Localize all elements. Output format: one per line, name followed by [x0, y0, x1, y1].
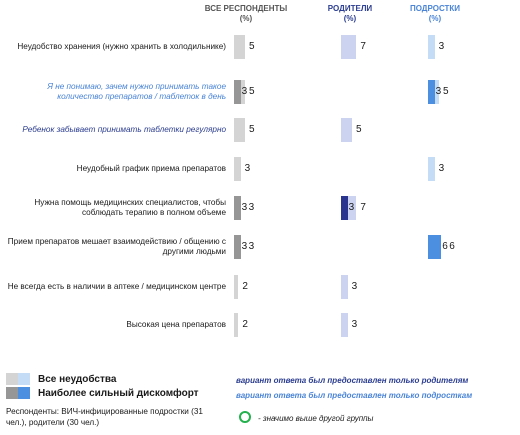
header-parents-unit: (%)	[343, 14, 357, 23]
value-all-inconvenience: 3	[248, 202, 255, 213]
value-teens-strong: 6	[442, 241, 448, 252]
note-teens-only: вариант ответа был предоставлен только п…	[236, 391, 472, 400]
legend-swatch-inconvenience-gray	[6, 373, 18, 385]
bar-teens-inconvenience	[428, 157, 435, 181]
value-all-strong: 3	[241, 202, 248, 213]
value-teens-inconvenience: 6	[449, 241, 455, 252]
bar-all-strong	[234, 196, 241, 220]
legend-label-inconvenience: Все неудобства	[38, 374, 117, 385]
note-teens-who: подросткам	[421, 391, 473, 400]
bar-parents-inconvenience	[341, 118, 352, 142]
header-teens: ПОДРОСТКИ (%)	[400, 4, 470, 24]
bar-all-inconvenience	[234, 275, 239, 299]
bar-teens-strong	[428, 80, 435, 104]
header-all-respondents: ВСЕ РЕСПОНДЕНТЫ (%)	[196, 4, 296, 24]
bar-all-inconvenience	[234, 313, 239, 337]
bar-all-inconvenience	[234, 35, 245, 59]
bar-parents-inconvenience	[341, 35, 357, 59]
bar-all-strong	[234, 235, 241, 259]
significance-circle-icon	[239, 411, 251, 423]
value-parents-inconvenience: 7	[360, 202, 366, 213]
value-parents-inconvenience: 3	[351, 281, 358, 292]
row-label: Нужна помощь медицинских специалистов, ч…	[34, 197, 226, 218]
bar-teens-strong	[428, 235, 442, 259]
header-all-unit: (%)	[239, 14, 253, 23]
value-all-inconvenience: 2	[242, 281, 248, 292]
row-label: Я не понимаю, зачем нужно принимать тако…	[47, 81, 226, 102]
row-label: Неудобный график приема препаратов	[76, 163, 226, 173]
legend-swatch-strong-blue	[18, 387, 30, 399]
bar-all-strong	[234, 80, 241, 104]
respondents-note: Респонденты: ВИЧ-инфицированные подростк…	[6, 407, 203, 427]
bar-parents-strong	[341, 196, 348, 220]
value-parents-inconvenience: 7	[360, 41, 366, 52]
header-teens-title: ПОДРОСТКИ	[409, 4, 461, 13]
significance-note: - значимо выше другой группы	[258, 414, 374, 423]
bar-parents-inconvenience	[341, 275, 348, 299]
value-teens-inconvenience: 3	[438, 41, 445, 52]
value-teens-inconvenience: 3	[438, 163, 445, 174]
value-all-inconvenience: 3	[244, 163, 251, 174]
row-label: Не всегда есть в наличии в аптеке / меди…	[7, 281, 226, 291]
value-all-inconvenience: 3	[248, 241, 255, 252]
row-label: Неудобство хранения (нужно хранить в хол…	[17, 41, 226, 51]
legend-swatch-strong-gray	[6, 387, 18, 399]
row-label: Ребенок забывает принимать таблетки регу…	[22, 124, 226, 134]
value-parents-inconvenience: 3	[351, 319, 358, 330]
value-all-strong: 3	[241, 86, 248, 97]
value-all-inconvenience: 5	[249, 124, 255, 135]
note-parents-who: родителям	[421, 376, 469, 385]
legend-label-strong: Наиболее сильный дискомфорт	[38, 388, 199, 399]
note-teens-text: вариант ответа был предоставлен только	[236, 391, 422, 400]
note-parents-text: вариант ответа был предоставлен только	[236, 376, 422, 385]
header-parents-title: РОДИТЕЛИ	[327, 4, 373, 13]
note-parents-only: вариант ответа был предоставлен только р…	[236, 376, 468, 385]
header-parents: РОДИТЕЛИ (%)	[315, 4, 385, 24]
row-label: Высокая цена препаратов	[126, 319, 226, 329]
bar-all-inconvenience	[234, 157, 241, 181]
header-teens-unit: (%)	[428, 14, 442, 23]
bar-parents-inconvenience	[341, 313, 348, 337]
value-all-inconvenience: 5	[249, 41, 255, 52]
bar-all-inconvenience	[234, 118, 245, 142]
value-parents-strong: 3	[348, 202, 355, 213]
bar-teens-inconvenience	[428, 35, 435, 59]
value-teens-strong: 3	[435, 86, 442, 97]
value-parents-inconvenience: 5	[356, 124, 362, 135]
value-all-inconvenience: 5	[249, 86, 255, 97]
header-all-title: ВСЕ РЕСПОНДЕНТЫ	[204, 4, 288, 13]
row-label: Прием препаратов мешает взаимодействию /…	[7, 236, 226, 257]
value-teens-inconvenience: 5	[443, 86, 449, 97]
value-all-strong: 3	[241, 241, 248, 252]
legend-swatch-inconvenience-blue	[18, 373, 30, 385]
value-all-inconvenience: 2	[242, 319, 248, 330]
